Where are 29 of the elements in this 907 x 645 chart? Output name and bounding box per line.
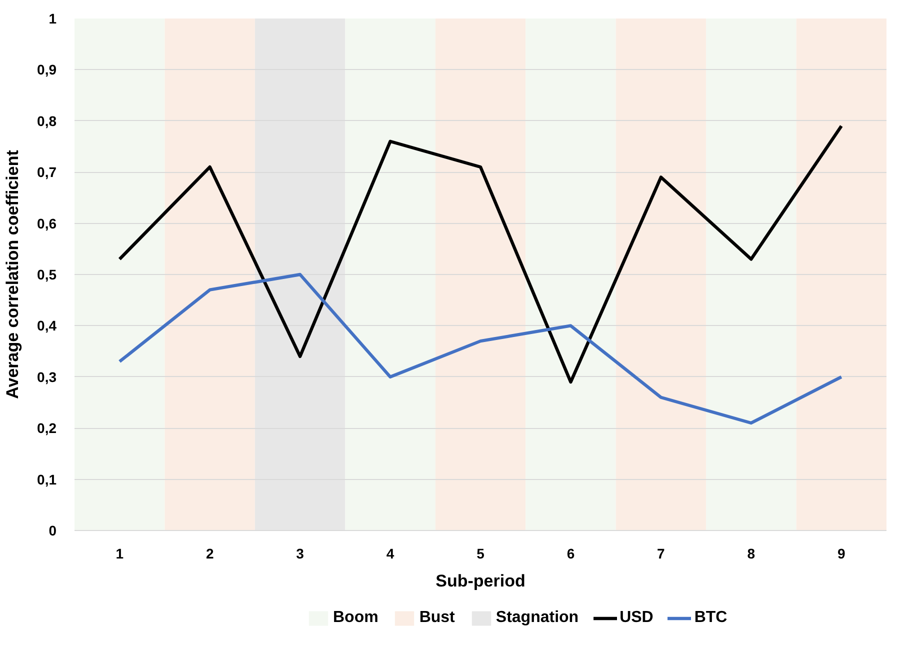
y-tick-label: 0,2: [37, 420, 57, 436]
y-tick-label: 1: [48, 10, 57, 26]
y-tick-label: 0,7: [37, 164, 57, 180]
x-tick-label: 2: [206, 546, 214, 562]
x-tick-label: 3: [296, 546, 304, 562]
legend-label: BTC: [694, 609, 728, 627]
y-axis-title: Average correlation coefficient: [3, 150, 22, 399]
line-series: [118, 272, 843, 425]
legend-label: USD: [620, 609, 654, 627]
legend-label: Stagnation: [496, 609, 579, 627]
y-tick-label: 0,5: [37, 266, 57, 282]
y-tick-label: 0: [48, 522, 57, 538]
y-tick-label: 0,6: [37, 215, 57, 232]
x-tick-label: 6: [566, 546, 575, 562]
x-tick-label: 9: [837, 546, 846, 562]
legend-label: Bust: [419, 609, 455, 627]
line-series: [118, 124, 843, 384]
y-tick-label: 0,8: [37, 112, 57, 129]
legend-label: Boom: [333, 609, 378, 627]
y-tick-label: 0,1: [37, 471, 57, 488]
x-tick-label: 1: [116, 546, 124, 562]
x-tick-label: 8: [747, 546, 756, 562]
y-tick-label: 0,9: [37, 62, 57, 78]
x-tick-label: 7: [657, 546, 666, 562]
x-tick-label: 4: [386, 546, 394, 562]
x-axis-title: Sub-period: [436, 572, 526, 590]
y-tick-label: 0,4: [37, 318, 57, 334]
x-tick-label: 5: [476, 546, 485, 562]
y-tick-label: 0,3: [37, 368, 57, 385]
